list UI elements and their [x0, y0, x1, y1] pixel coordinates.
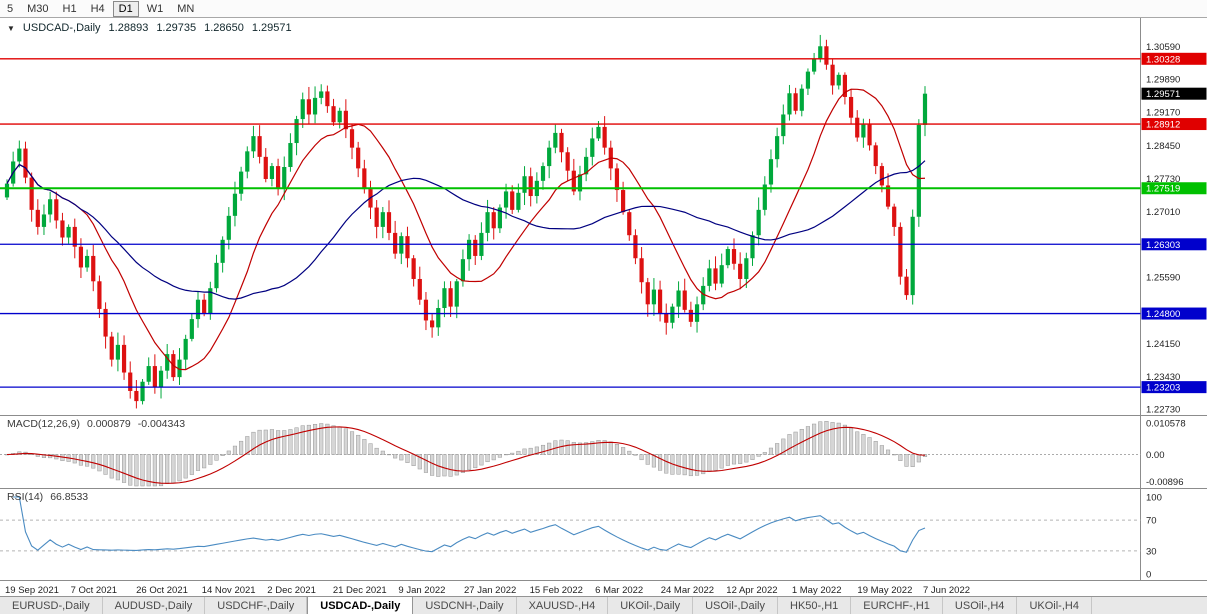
chart-open-value: 1.28893 — [108, 22, 149, 34]
svg-text:0.010578: 0.010578 — [1146, 418, 1186, 429]
svg-text:30: 30 — [1146, 546, 1157, 557]
svg-text:12 Apr 2022: 12 Apr 2022 — [726, 585, 777, 596]
chart-symbol-label: USDCAD-,Daily — [22, 22, 101, 34]
svg-text:7 Oct 2021: 7 Oct 2021 — [71, 585, 117, 596]
price-tag-1.23203 — [1141, 381, 1207, 394]
symbol-tab-eurusd-daily[interactable]: EURUSD-,Daily — [0, 597, 103, 614]
svg-text:14 Nov 2021: 14 Nov 2021 — [202, 585, 256, 596]
svg-text:1.27010: 1.27010 — [1146, 207, 1180, 218]
svg-text:1.22730: 1.22730 — [1146, 404, 1180, 415]
svg-text:21 Dec 2021: 21 Dec 2021 — [333, 585, 387, 596]
svg-text:-0.00896: -0.00896 — [1146, 477, 1184, 488]
price-tags: 1.30328 1.28912 1.27519 1.26303 1.24800 1.232… — [1141, 52, 1207, 394]
svg-text:9 Jan 2022: 9 Jan 2022 — [398, 585, 445, 596]
price-axis: 1.30590 1.29890 1.29170 1.28450 1.27730 1.270… — [1146, 42, 1180, 415]
price-tag-1.28912 — [1141, 118, 1207, 131]
svg-text:1.23430: 1.23430 — [1146, 372, 1180, 383]
svg-text:1.27730: 1.27730 — [1146, 174, 1180, 185]
timeframe-button-d1[interactable]: D1 — [112, 0, 139, 17]
svg-text:70: 70 — [1146, 516, 1157, 527]
macd-name: MACD(12,26,9) — [7, 418, 80, 430]
rsi-line — [13, 496, 926, 553]
price-tag-1.26303 — [1141, 238, 1207, 251]
svg-text:0.00: 0.00 — [1146, 450, 1165, 461]
svg-text:1.30590: 1.30590 — [1146, 42, 1180, 53]
svg-text:1.30328: 1.30328 — [1146, 54, 1180, 65]
timeframe-button-w1[interactable]: W1 — [146, 2, 164, 15]
svg-text:1.24800: 1.24800 — [1146, 309, 1180, 320]
symbol-tab-usdchf-daily[interactable]: USDCHF-,Daily — [205, 597, 308, 614]
timeframe-button-5[interactable]: 5 — [7, 2, 14, 15]
rsi-name: RSI(14) — [7, 491, 44, 503]
price-tag-1.24800 — [1141, 307, 1207, 320]
ma-slow-line — [6, 160, 926, 300]
symbol-tab-usdcad-daily[interactable]: USDCAD-,Daily — [307, 597, 414, 614]
chart-area[interactable]: 1.30590 1.29890 1.29170 1.28450 1.27730 1.270… — [0, 18, 1207, 596]
symbol-tab-audusd-daily[interactable]: AUDUSD-,Daily — [103, 597, 206, 614]
svg-text:100: 100 — [1146, 493, 1162, 504]
svg-text:1.28912: 1.28912 — [1146, 120, 1180, 131]
candlesticks — [4, 34, 928, 409]
svg-text:19 May 2022: 19 May 2022 — [857, 585, 912, 596]
svg-text:26 Oct 2021: 26 Oct 2021 — [136, 585, 188, 596]
timeframe-button-m30[interactable]: M30 — [27, 2, 49, 15]
svg-text:1.28450: 1.28450 — [1146, 141, 1180, 152]
svg-text:1.23203: 1.23203 — [1146, 383, 1180, 394]
svg-text:1.29571: 1.29571 — [1146, 89, 1180, 100]
svg-text:7 Jun 2022: 7 Jun 2022 — [923, 585, 970, 596]
timeframe-button-h1[interactable]: H1 — [62, 2, 77, 15]
timeframe-button-h4[interactable]: H4 — [90, 2, 105, 15]
macd-panel: 0.010578 0.00 -0.00896 — [0, 418, 1186, 488]
svg-text:1.26303: 1.26303 — [1146, 240, 1180, 251]
collapse-indicator-icon[interactable]: ▼ — [7, 23, 15, 33]
symbol-tab-xauusd-h4[interactable]: XAUUSD-,H4 — [517, 597, 609, 614]
macd-signal-line — [6, 426, 926, 484]
symbol-tab-ukoil-h4[interactable]: UKOil-,H4 — [1017, 597, 1092, 614]
svg-text:19 Sep 2021: 19 Sep 2021 — [5, 585, 59, 596]
symbol-tab-usdcnh-daily[interactable]: USDCNH-,Daily — [413, 597, 517, 614]
symbol-tab-usoil-h4[interactable]: USOil-,H4 — [943, 597, 1018, 614]
chart-close-value: 1.29571 — [251, 22, 292, 34]
symbol-tabbar: EURUSD-,Daily AUDUSD-,Daily USDCHF-,Daily U… — [0, 596, 1207, 614]
svg-text:1.24150: 1.24150 — [1146, 339, 1180, 350]
symbol-tab-ukoil-daily[interactable]: UKOil-,Daily — [608, 597, 694, 614]
svg-text:1 May 2022: 1 May 2022 — [792, 585, 842, 596]
symbol-tab-usoil-daily[interactable]: USOil-,Daily — [693, 597, 778, 614]
current-price-tag — [1141, 87, 1207, 100]
svg-text:24 Mar 2022: 24 Mar 2022 — [661, 585, 714, 596]
svg-text:15 Feb 2022: 15 Feb 2022 — [530, 585, 583, 596]
symbol-tab-eurchf-h1[interactable]: EURCHF-,H1 — [851, 597, 943, 614]
svg-text:1.29890: 1.29890 — [1146, 74, 1180, 85]
timeframe-toolbar: 5 M30 H1 H4 D1 W1 MN — [0, 0, 1207, 18]
chart-chrome — [0, 18, 1207, 581]
svg-text:27 Jan 2022: 27 Jan 2022 — [464, 585, 516, 596]
macd-label: MACD(12,26,9) 0.000879 -0.004343 — [7, 418, 185, 430]
svg-text:1.29170: 1.29170 — [1146, 108, 1180, 119]
price-tag-1.30328 — [1141, 52, 1207, 65]
chart-header: ▼ USDCAD-,Daily 1.28893 1.29735 1.28650 … — [7, 22, 292, 34]
moving-averages — [6, 88, 926, 371]
chart-low-value: 1.28650 — [204, 22, 244, 34]
macd-main-value: 0.000879 — [86, 418, 131, 430]
svg-text:0: 0 — [1146, 570, 1151, 581]
svg-text:1.27519: 1.27519 — [1146, 184, 1180, 195]
svg-text:1.25590: 1.25590 — [1146, 273, 1180, 284]
date-axis: 19 Sep 2021 7 Oct 2021 26 Oct 2021 14 Nov 2… — [5, 585, 970, 596]
rsi-panel: 100 70 30 0 — [0, 493, 1162, 581]
symbol-tab-hk50-h1[interactable]: HK50-,H1 — [778, 597, 852, 614]
ma-fast-line — [6, 88, 926, 371]
horizontal-levels — [0, 58, 1141, 388]
rsi-value: 66.8533 — [50, 491, 89, 503]
macd-signal-value: -0.004343 — [137, 418, 186, 430]
chart-high-value: 1.29735 — [156, 22, 197, 34]
svg-text:2 Dec 2021: 2 Dec 2021 — [267, 585, 316, 596]
svg-text:6 Mar 2022: 6 Mar 2022 — [595, 585, 643, 596]
price-chart-svg[interactable]: 1.30590 1.29890 1.29170 1.28450 1.27730 1.270… — [0, 18, 1207, 596]
rsi-label: RSI(14) 66.8533 — [7, 491, 88, 503]
price-tag-1.27519 — [1141, 182, 1207, 195]
timeframe-button-mn[interactable]: MN — [177, 2, 195, 15]
